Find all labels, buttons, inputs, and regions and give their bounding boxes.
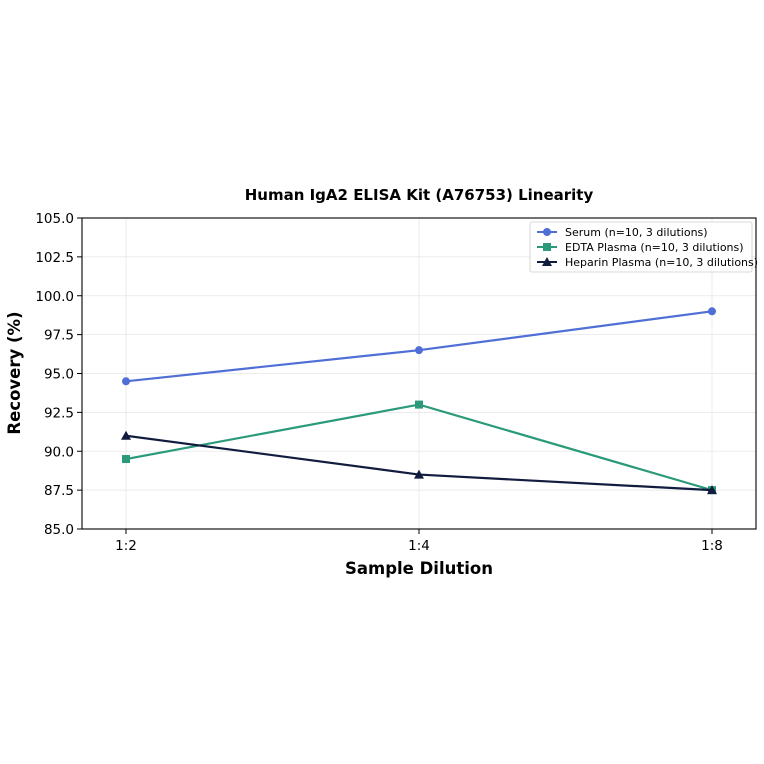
y-tick-label: 102.5 xyxy=(35,250,74,266)
legend-marker xyxy=(542,257,552,266)
data-point xyxy=(415,400,423,409)
legend-box xyxy=(529,221,753,273)
x-tick-label: 1:4 xyxy=(408,538,430,554)
data-point xyxy=(122,377,130,386)
y-tick-label: 95.0 xyxy=(44,367,74,383)
x-axis-label: Sample Dilution xyxy=(345,559,493,578)
y-tick-label: 92.5 xyxy=(44,405,74,421)
legend-label: EDTA Plasma (n=10, 3 dilutions) xyxy=(565,241,744,254)
data-point xyxy=(414,469,424,479)
legend-label: Heparin Plasma (n=10, 3 dilutions) xyxy=(565,256,758,269)
y-tick-label: 87.5 xyxy=(44,483,74,499)
data-point xyxy=(122,455,130,464)
data-point xyxy=(707,485,717,495)
data-point xyxy=(415,346,423,355)
chart-title: Human IgA2 ELISA Kit (A76753) Linearity xyxy=(245,186,594,204)
x-tick-label: 1:8 xyxy=(701,538,723,554)
y-tick-label: 97.5 xyxy=(44,328,74,344)
legend-marker xyxy=(543,228,551,236)
data-point xyxy=(708,307,716,316)
legend-marker xyxy=(543,243,551,251)
y-tick-label: 90.0 xyxy=(44,444,74,460)
x-axis-ticks: 1:2 1:4 1:8 xyxy=(115,529,723,554)
x-tick-label: 1:2 xyxy=(115,538,137,554)
y-tick-label: 100.0 xyxy=(35,289,74,305)
legend: Serum (n=10, 3 dilutions) EDTA Plasma (n=… xyxy=(529,221,758,273)
y-tick-label: 105.0 xyxy=(35,211,74,227)
y-axis-ticks: 85.0 87.5 90.0 92.5 95.0 97.5 100.0 102.5 105.0 xyxy=(35,211,82,538)
legend-label: Serum (n=10, 3 dilutions) xyxy=(565,226,708,239)
plot-series xyxy=(121,307,717,495)
y-tick-label: 85.0 xyxy=(44,522,74,538)
y-axis-label: Recovery (%) xyxy=(5,311,24,434)
data-point xyxy=(121,430,131,440)
